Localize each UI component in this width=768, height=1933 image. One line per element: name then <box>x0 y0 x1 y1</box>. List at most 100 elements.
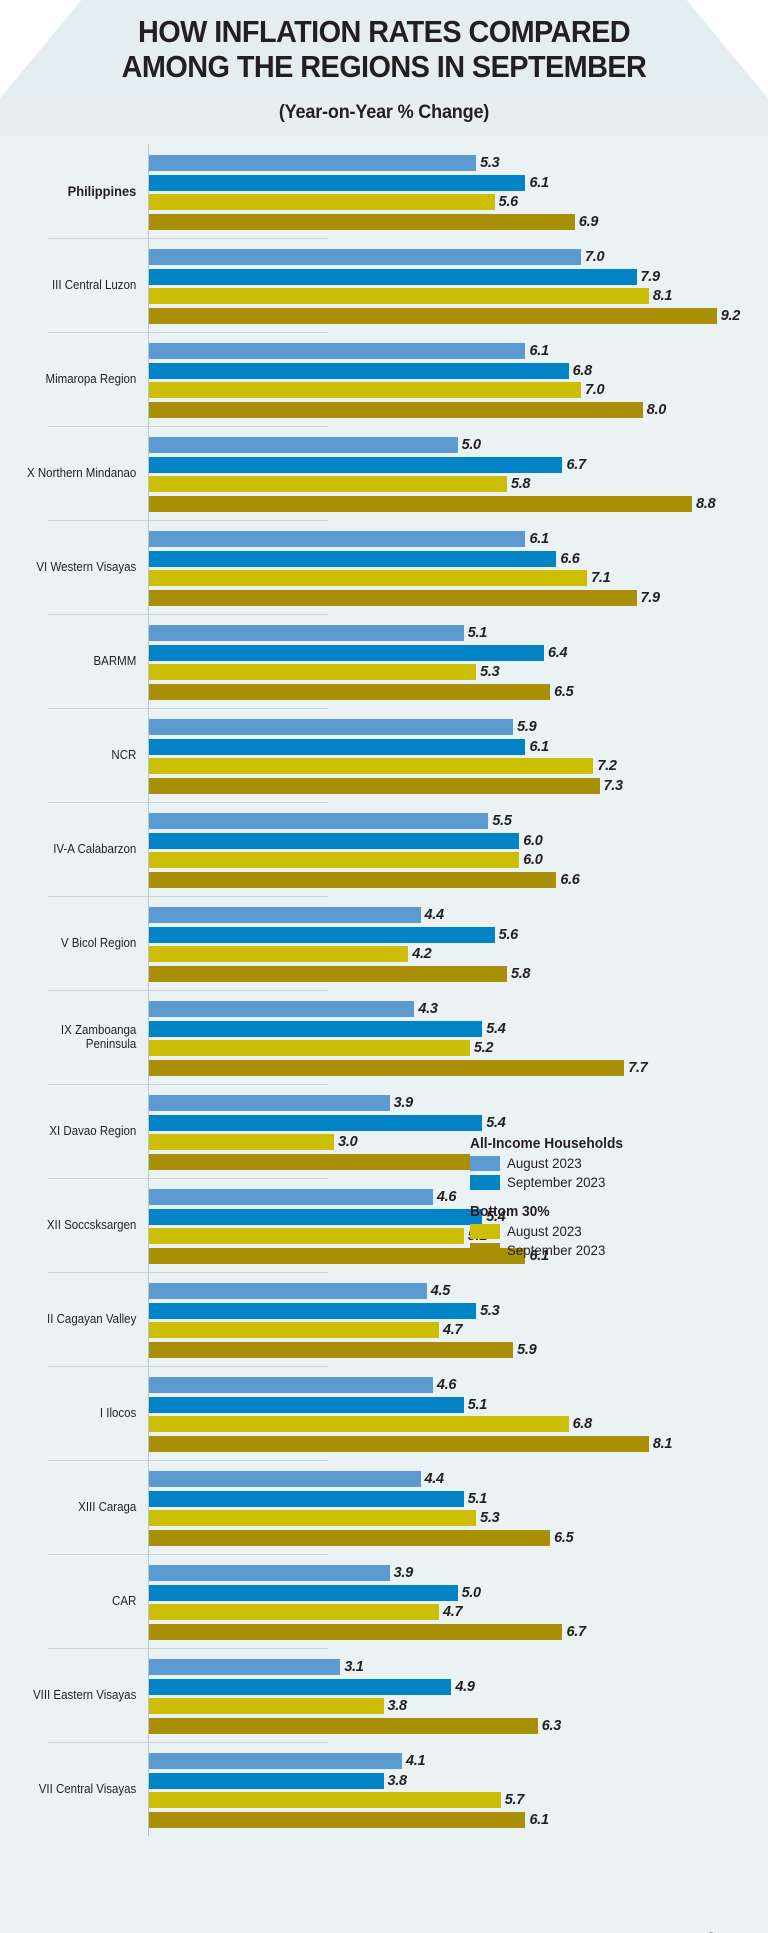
bar[interactable] <box>149 1001 415 1018</box>
bar-row: 6.1 <box>149 738 768 757</box>
bar[interactable] <box>149 644 544 661</box>
bar[interactable] <box>149 1490 464 1507</box>
bar[interactable] <box>149 1396 464 1413</box>
bar[interactable] <box>149 1341 514 1358</box>
bar[interactable] <box>149 476 507 493</box>
legend-item-all-income-september[interactable]: September 2023 <box>470 1174 750 1190</box>
bar[interactable] <box>149 1228 464 1245</box>
bar[interactable] <box>149 1529 551 1546</box>
bar-row: 3.0 <box>149 1133 768 1152</box>
bar[interactable] <box>149 965 507 982</box>
bar[interactable] <box>149 401 643 418</box>
bar[interactable] <box>149 625 464 642</box>
bar-value-label: 8.8 <box>696 495 716 512</box>
bar[interactable] <box>149 926 495 943</box>
bar[interactable] <box>149 1095 390 1112</box>
bar[interactable] <box>149 907 421 924</box>
bar-value-label: 5.1 <box>467 625 488 642</box>
bar[interactable] <box>149 871 557 888</box>
header-banner-shape <box>0 0 768 98</box>
bar-value-label: 6.1 <box>529 1247 549 1264</box>
bar[interactable] <box>149 1565 390 1582</box>
bar[interactable] <box>149 738 526 755</box>
legend-item-bottom30-september[interactable]: September 2023 <box>470 1242 750 1258</box>
bar[interactable] <box>149 1678 452 1695</box>
bar[interactable] <box>149 550 557 567</box>
bar[interactable] <box>149 1510 477 1527</box>
bar[interactable] <box>149 1134 335 1151</box>
group-separator <box>48 332 328 333</box>
bar[interactable] <box>149 155 477 172</box>
bar-value-label: 3.8 <box>387 1698 408 1715</box>
bar[interactable] <box>149 777 600 794</box>
bar-row: 4.1 <box>149 1752 768 1771</box>
bar[interactable] <box>149 1416 569 1433</box>
bar-value-label: 7.9 <box>640 268 661 285</box>
bar-row: 6.4 <box>149 644 768 663</box>
legend-item-bottom30-august[interactable]: August 2023 <box>470 1223 750 1239</box>
bar[interactable] <box>149 249 581 266</box>
bar-stack: 5.0 6.7 5.8 8.8 <box>149 436 768 514</box>
bar[interactable] <box>149 1435 649 1452</box>
bar[interactable] <box>149 456 563 473</box>
bar[interactable] <box>149 813 489 830</box>
bar[interactable] <box>149 1604 440 1621</box>
bar[interactable] <box>149 1247 526 1264</box>
bar[interactable] <box>149 1717 538 1734</box>
bar[interactable] <box>149 531 526 548</box>
category-label: XII Soccsksargen <box>46 1218 137 1232</box>
bar[interactable] <box>149 832 520 849</box>
bar[interactable] <box>149 194 495 211</box>
bar[interactable] <box>149 852 520 869</box>
bar[interactable] <box>149 664 477 681</box>
category-label: NCR <box>111 748 137 762</box>
bar-value-label: 5.4 <box>486 1114 506 1131</box>
bar[interactable] <box>149 946 409 963</box>
bar[interactable] <box>149 1471 421 1488</box>
legend-swatch-darkgold <box>470 1242 500 1258</box>
bar[interactable] <box>149 1059 625 1076</box>
bar[interactable] <box>149 362 569 379</box>
bar[interactable] <box>149 1698 384 1715</box>
bar[interactable] <box>149 437 458 454</box>
value-axis-line <box>148 1742 149 1836</box>
bar-value-label: 6.1 <box>529 531 549 548</box>
bar-stack: 4.1 3.8 5.7 6.1 <box>149 1752 768 1830</box>
bar[interactable] <box>149 589 637 606</box>
bar[interactable] <box>149 495 693 512</box>
bar[interactable] <box>149 343 526 360</box>
bar[interactable] <box>149 1792 501 1809</box>
bar[interactable] <box>149 382 581 399</box>
bar[interactable] <box>149 1208 483 1225</box>
legend-label-all-income-september: September 2023 <box>507 1174 606 1190</box>
bar[interactable] <box>149 1584 458 1601</box>
bar[interactable] <box>149 1114 483 1131</box>
bar[interactable] <box>149 174 526 191</box>
bar[interactable] <box>149 1659 341 1676</box>
bar-value-label: 3.9 <box>393 1565 414 1582</box>
bar[interactable] <box>149 1811 526 1828</box>
legend-item-all-income-august[interactable]: August 2023 <box>470 1155 750 1171</box>
bar[interactable] <box>149 1772 384 1789</box>
bar[interactable] <box>149 683 551 700</box>
bar[interactable] <box>149 1153 470 1170</box>
bar[interactable] <box>149 1377 433 1394</box>
bar[interactable] <box>149 1322 440 1339</box>
bar[interactable] <box>149 1020 483 1037</box>
value-axis-line <box>148 1460 149 1554</box>
bar[interactable] <box>149 758 594 775</box>
bar[interactable] <box>149 307 717 324</box>
bar[interactable] <box>149 288 649 305</box>
bar[interactable] <box>149 570 588 587</box>
bar[interactable] <box>149 1302 477 1319</box>
bar[interactable] <box>149 213 575 230</box>
bar[interactable] <box>149 1753 403 1770</box>
bar[interactable] <box>149 1623 563 1640</box>
bar[interactable] <box>149 268 637 285</box>
bar-value-label: 4.1 <box>406 1753 426 1770</box>
bar[interactable] <box>149 1040 470 1057</box>
bar[interactable] <box>149 1189 433 1206</box>
bar[interactable] <box>149 719 514 736</box>
bar[interactable] <box>149 1283 427 1300</box>
group-separator <box>48 708 328 709</box>
